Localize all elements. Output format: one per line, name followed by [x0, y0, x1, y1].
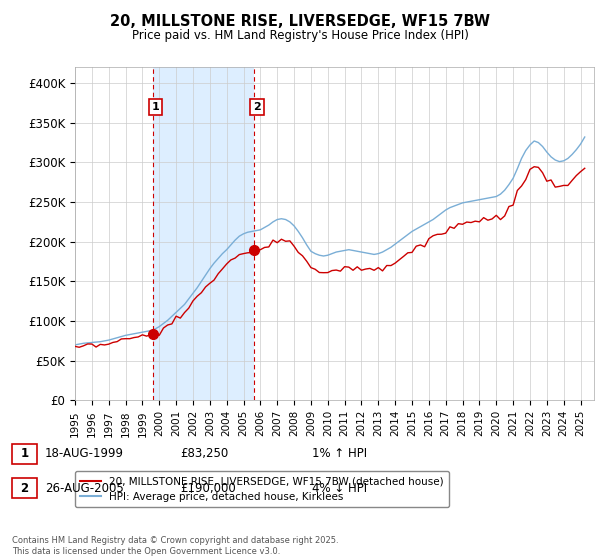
Text: £190,000: £190,000	[180, 482, 236, 495]
Text: 18-AUG-1999: 18-AUG-1999	[45, 447, 124, 460]
Text: 1: 1	[152, 102, 160, 112]
Text: £83,250: £83,250	[180, 447, 228, 460]
Text: 2: 2	[20, 482, 29, 495]
Text: Contains HM Land Registry data © Crown copyright and database right 2025.
This d: Contains HM Land Registry data © Crown c…	[12, 536, 338, 556]
Legend: 20, MILLSTONE RISE, LIVERSEDGE, WF15 7BW (detached house), HPI: Average price, d: 20, MILLSTONE RISE, LIVERSEDGE, WF15 7BW…	[75, 472, 449, 507]
Text: 2: 2	[253, 102, 261, 112]
Text: 1% ↑ HPI: 1% ↑ HPI	[312, 447, 367, 460]
Text: 26-AUG-2005: 26-AUG-2005	[45, 482, 124, 495]
Text: 4% ↓ HPI: 4% ↓ HPI	[312, 482, 367, 495]
Text: 20, MILLSTONE RISE, LIVERSEDGE, WF15 7BW: 20, MILLSTONE RISE, LIVERSEDGE, WF15 7BW	[110, 14, 490, 29]
Text: 1: 1	[20, 447, 29, 460]
Bar	[153, 67, 254, 400]
Text: Price paid vs. HM Land Registry's House Price Index (HPI): Price paid vs. HM Land Registry's House …	[131, 29, 469, 42]
